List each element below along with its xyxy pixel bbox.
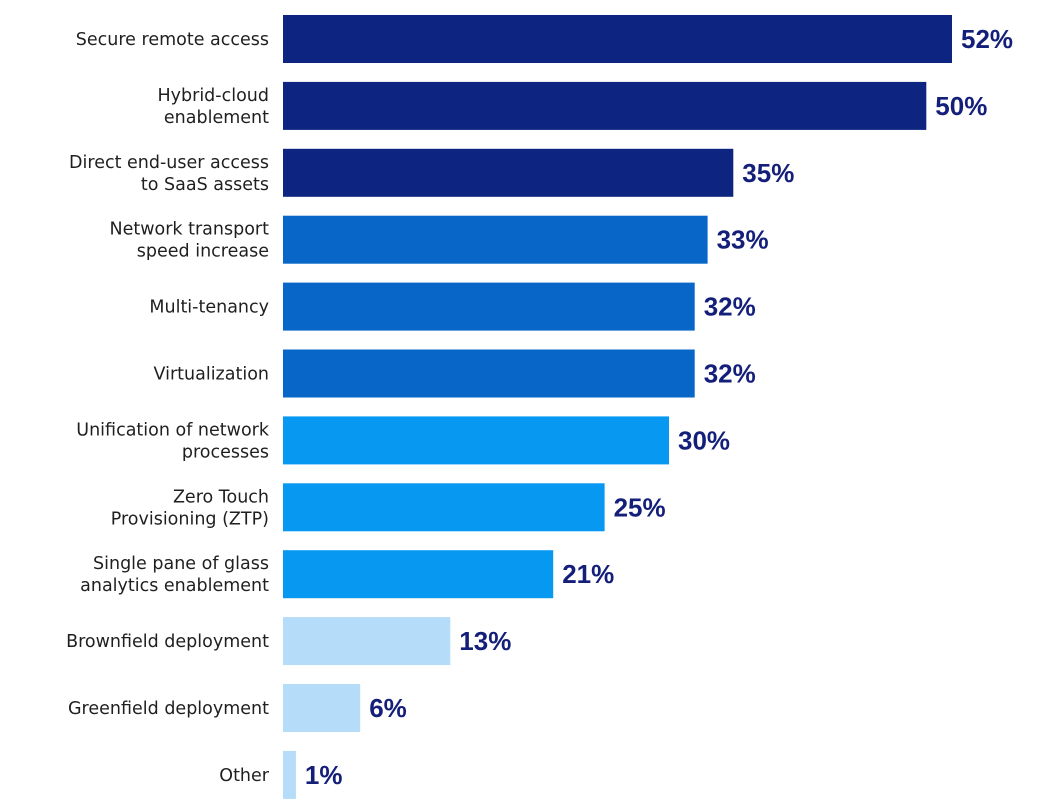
- category-label: Virtualization: [154, 365, 269, 385]
- category-label-line: analytics enablement: [80, 576, 269, 596]
- bar: [283, 684, 361, 732]
- category-label-line: Greenfield deployment: [68, 699, 269, 719]
- value-label: 30%: [678, 425, 730, 455]
- category-label-line: speed increase: [137, 242, 269, 262]
- category-label-line: Provisioning (ZTP): [111, 509, 269, 529]
- category-label: Zero Touch Provisioning (ZTP): [111, 487, 269, 529]
- category-label: Greenfield deployment: [68, 699, 269, 719]
- category-label-line: enablement: [164, 108, 269, 128]
- category-label: Single pane of glass analytics enablement: [80, 554, 269, 596]
- value-label: 25%: [614, 492, 666, 522]
- value-label: 6%: [369, 693, 407, 723]
- category-label: Multi-tenancy: [149, 298, 269, 318]
- category-label-line: Network transport: [110, 220, 270, 240]
- bar: [283, 349, 695, 398]
- bar: [283, 81, 927, 130]
- category-label-line: to SaaS assets: [141, 175, 269, 195]
- category-label: Unification of network processes: [76, 420, 270, 462]
- category-label-line: Other: [219, 766, 269, 786]
- category-label-line: processes: [182, 442, 269, 462]
- category-label: Brownfield deployment: [66, 632, 269, 652]
- value-label: 52%: [961, 24, 1013, 54]
- bar: [283, 483, 605, 532]
- category-label-line: Unification of network: [76, 420, 270, 440]
- category-label-line: Brownfield deployment: [66, 632, 269, 652]
- category-label-line: Multi-tenancy: [149, 298, 269, 318]
- value-label: 33%: [717, 225, 769, 255]
- bar: [283, 148, 734, 197]
- bar: [283, 215, 708, 264]
- value-label: 1%: [305, 760, 343, 790]
- bar: [283, 15, 952, 63]
- value-label: 21%: [562, 559, 614, 589]
- category-label-line: Single pane of glass: [93, 554, 269, 574]
- category-label: Other: [219, 766, 269, 786]
- bar: [283, 416, 669, 465]
- category-label: Secure remote access: [76, 30, 269, 50]
- category-label-line: Zero Touch: [173, 487, 269, 507]
- category-label-line: Direct end-user access: [69, 153, 269, 173]
- category-label: Network transport speed increase: [110, 220, 270, 262]
- value-label: 35%: [742, 158, 794, 188]
- category-label: Direct end-user access to SaaS assets: [69, 153, 269, 195]
- bar: [283, 550, 554, 599]
- value-label: 13%: [459, 626, 511, 656]
- value-label: 32%: [704, 359, 756, 389]
- category-label-line: Hybrid-cloud: [158, 86, 270, 106]
- value-label: 50%: [935, 91, 987, 121]
- value-label: 32%: [704, 292, 756, 322]
- bar: [283, 282, 695, 331]
- category-label-line: Secure remote access: [76, 30, 269, 50]
- category-label-line: Virtualization: [154, 365, 269, 385]
- bar: [283, 750, 296, 799]
- bar: [283, 617, 451, 666]
- category-label: Hybrid-cloud enablement: [158, 86, 270, 128]
